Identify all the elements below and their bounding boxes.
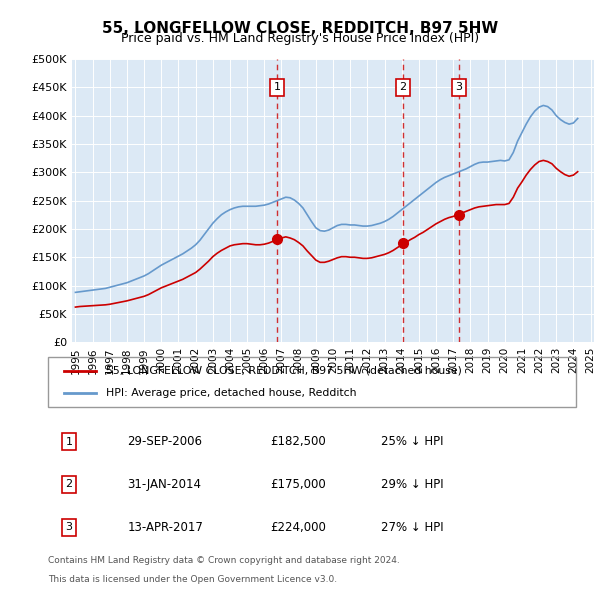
Text: Contains HM Land Registry data © Crown copyright and database right 2024.: Contains HM Land Registry data © Crown c…	[48, 556, 400, 565]
Text: 1: 1	[274, 83, 281, 92]
Text: £224,000: £224,000	[270, 521, 326, 534]
Text: HPI: Average price, detached house, Redditch: HPI: Average price, detached house, Redd…	[106, 388, 356, 398]
Text: 3: 3	[455, 83, 463, 92]
Text: £182,500: £182,500	[270, 435, 326, 448]
Text: 25% ↓ HPI: 25% ↓ HPI	[380, 435, 443, 448]
Text: £175,000: £175,000	[270, 478, 326, 491]
Text: 55, LONGFELLOW CLOSE, REDDITCH, B97 5HW: 55, LONGFELLOW CLOSE, REDDITCH, B97 5HW	[102, 21, 498, 35]
Text: 55, LONGFELLOW CLOSE, REDDITCH, B97 5HW (detached house): 55, LONGFELLOW CLOSE, REDDITCH, B97 5HW …	[106, 366, 462, 376]
Text: 29% ↓ HPI: 29% ↓ HPI	[380, 478, 443, 491]
Text: 29-SEP-2006: 29-SEP-2006	[127, 435, 202, 448]
Text: 2: 2	[400, 83, 407, 92]
Text: This data is licensed under the Open Government Licence v3.0.: This data is licensed under the Open Gov…	[48, 575, 337, 584]
Text: Price paid vs. HM Land Registry's House Price Index (HPI): Price paid vs. HM Land Registry's House …	[121, 32, 479, 45]
Text: 3: 3	[65, 522, 73, 532]
Text: 1: 1	[65, 437, 73, 447]
Text: 13-APR-2017: 13-APR-2017	[127, 521, 203, 534]
Text: 2: 2	[65, 480, 73, 489]
Text: 27% ↓ HPI: 27% ↓ HPI	[380, 521, 443, 534]
Text: 31-JAN-2014: 31-JAN-2014	[127, 478, 201, 491]
